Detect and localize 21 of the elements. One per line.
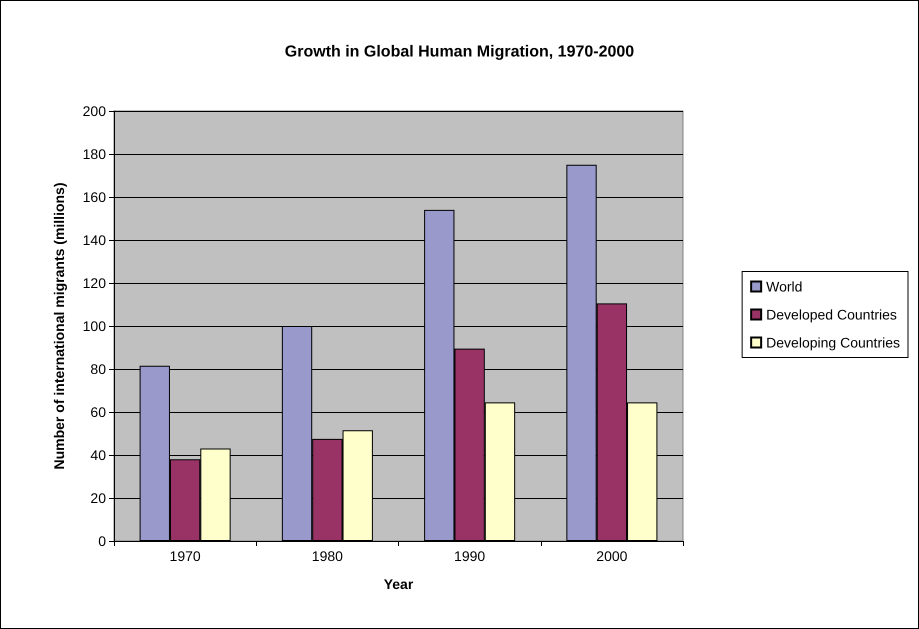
y-axis-title: Number of international migrants (millions) (51, 182, 67, 470)
y-tick-label: 80 (90, 361, 106, 377)
legend-label: World (766, 278, 802, 294)
y-tick-label: 20 (90, 490, 106, 506)
x-tick-label: 2000 (596, 548, 628, 564)
x-tick-label: 1980 (312, 548, 344, 564)
y-tick-label: 140 (82, 232, 106, 248)
legend-label: Developed Countries (766, 306, 897, 322)
x-tick-label: 1970 (170, 548, 201, 564)
y-tick-label: 180 (82, 146, 106, 162)
y-tick-label: 100 (82, 318, 106, 334)
y-tick-label: 40 (90, 447, 106, 463)
x-axis-title: Year (384, 576, 414, 592)
y-tick-label: 160 (82, 189, 106, 205)
y-tick-label: 60 (90, 404, 106, 420)
chart-title: Growth in Global Human Migration, 1970-2000 (284, 44, 634, 60)
x-tick-label: 1990 (454, 548, 486, 564)
y-tick-label: 0 (98, 533, 106, 549)
legend-label: Developing Countries (766, 334, 900, 350)
y-tick-label: 120 (82, 275, 106, 291)
y-tick-label: 200 (82, 103, 106, 119)
